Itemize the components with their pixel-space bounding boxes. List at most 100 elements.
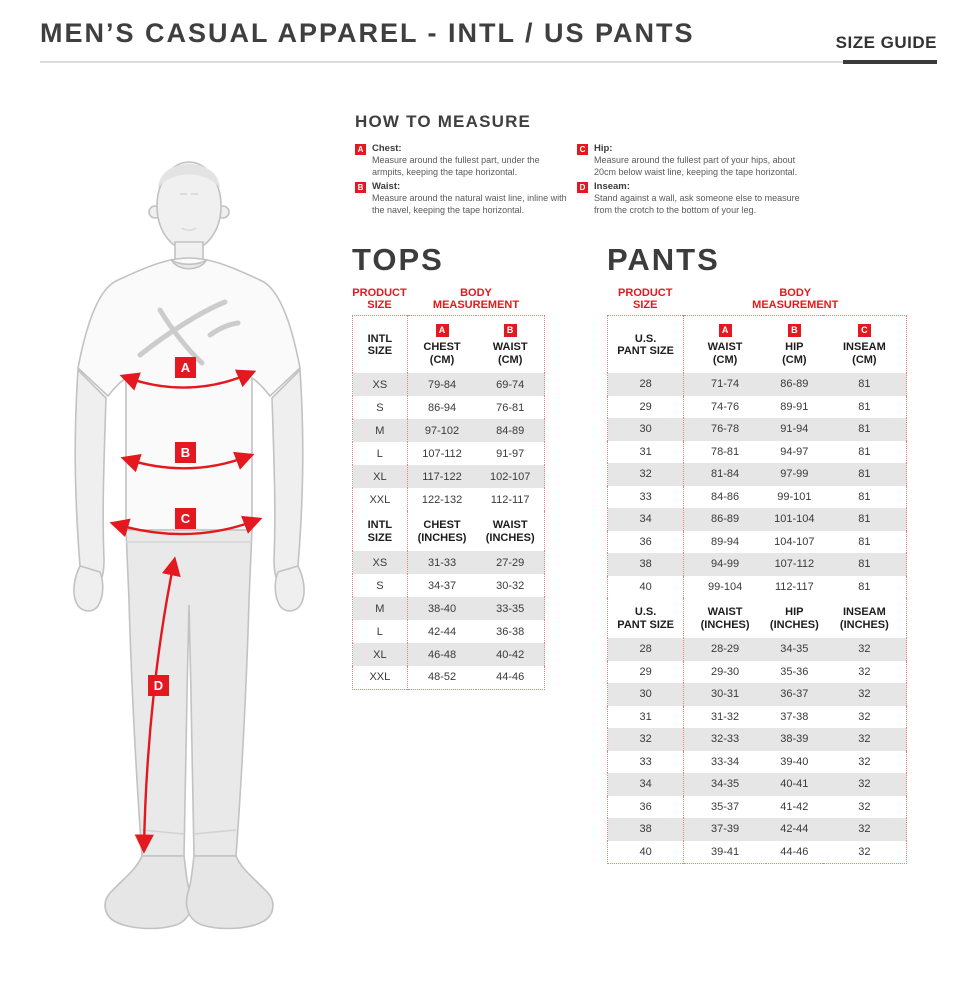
value-cell: 38-39 bbox=[765, 728, 823, 751]
table-row: S 86-94 76-81 bbox=[353, 396, 545, 419]
left-arm bbox=[74, 368, 107, 586]
column-header-label: HIP (INCHES) bbox=[769, 606, 819, 631]
size-cell: M bbox=[352, 419, 408, 442]
measure-badge-b-icon: B bbox=[503, 324, 517, 337]
pants-title: PANTS bbox=[607, 242, 720, 277]
table-row: 36 35-37 41-42 32 bbox=[608, 795, 907, 818]
value-cell: 29-30 bbox=[683, 660, 766, 683]
size-cell: 36 bbox=[639, 800, 652, 813]
table-row: 40 99-104 112-117 81 bbox=[608, 575, 907, 598]
value-cell: 79-84 bbox=[406, 373, 477, 396]
right-hand bbox=[274, 565, 305, 612]
column-header: INTL SIZE bbox=[353, 316, 408, 374]
value-cell: 76-78 bbox=[683, 418, 766, 441]
column-header: B HIP (CM) bbox=[766, 316, 823, 374]
value-cell: 81-84 bbox=[683, 463, 766, 486]
value-cell: 69-74 bbox=[476, 373, 545, 396]
svg-text:D: D bbox=[154, 678, 163, 693]
column-header: CHEST (INCHES) bbox=[406, 511, 477, 551]
size-cell: 28 bbox=[607, 638, 684, 661]
value-cell: 32 bbox=[822, 773, 907, 796]
value-cell: 112-117 bbox=[490, 493, 530, 506]
measurement-label-c: C bbox=[175, 508, 196, 529]
measure-instruction: D Inseam: Stand against a wall, ask some… bbox=[577, 181, 809, 216]
collar bbox=[170, 258, 208, 270]
value-cell: 32 bbox=[822, 683, 907, 706]
table-row: 31 78-81 94-97 81 bbox=[608, 440, 907, 463]
svg-text:C: C bbox=[181, 511, 191, 526]
value-cell: 78-81 bbox=[683, 440, 766, 463]
table-row: 36 89-94 104-107 81 bbox=[608, 530, 907, 553]
measure-badge-a-icon: A bbox=[718, 324, 732, 337]
value-cell: 35-37 bbox=[683, 795, 766, 818]
measure-text: Stand against a wall, ask someone else t… bbox=[594, 193, 800, 215]
how-to-measure-title: HOW TO MEASURE bbox=[355, 112, 532, 131]
value-cell: 44-46 bbox=[496, 671, 525, 684]
value-cell: 31-33 bbox=[406, 551, 477, 574]
value-cell: 46-48 bbox=[406, 643, 477, 666]
measure-badge-b-icon: B bbox=[787, 324, 801, 337]
value-cell: 31-32 bbox=[683, 705, 766, 728]
value-cell: 36-37 bbox=[765, 683, 823, 706]
value-cell: 40-42 bbox=[476, 643, 545, 666]
value-cell: 44-46 bbox=[780, 845, 809, 858]
value-cell: 81 bbox=[822, 463, 907, 486]
table-row: 33 84-86 99-101 81 bbox=[608, 485, 907, 508]
measurement-label-a: A bbox=[175, 357, 196, 378]
size-cell: S bbox=[376, 579, 384, 592]
value-cell: 37-39 bbox=[683, 818, 766, 841]
value-cell: 112-117 bbox=[774, 580, 814, 593]
column-header: U.S. PANT SIZE bbox=[608, 316, 684, 374]
measure-instruction: A Chest: Measure around the fullest part… bbox=[355, 143, 567, 178]
value-cell: 38-40 bbox=[406, 597, 477, 620]
how-to-measure-column-2: C Hip: Measure around the fullest part o… bbox=[577, 143, 809, 219]
column-header: HIP (INCHES) bbox=[766, 598, 823, 638]
value-cell: 97-99 bbox=[765, 463, 823, 486]
value-cell: 32 bbox=[822, 818, 907, 841]
tops-title: TOPS bbox=[352, 242, 444, 277]
table-row: 30 30-31 36-37 32 bbox=[607, 683, 907, 706]
left-shoe bbox=[104, 855, 193, 930]
value-cell: 81 bbox=[858, 445, 871, 458]
right-shoe bbox=[185, 855, 274, 930]
measurement-arrow-waist bbox=[120, 451, 255, 473]
value-cell: 32 bbox=[858, 755, 871, 768]
value-cell: 37-38 bbox=[780, 710, 809, 723]
measure-text: Measure around the fullest part, under t… bbox=[372, 155, 540, 177]
measurement-label-b: B bbox=[175, 442, 196, 463]
measure-text: Measure around the natural waist line, i… bbox=[372, 193, 567, 215]
size-cell: 29 bbox=[639, 400, 652, 413]
size-cell: XXL bbox=[369, 671, 391, 684]
column-header-label: CHEST (CM) bbox=[423, 341, 461, 366]
size-cell: 38 bbox=[607, 818, 684, 841]
value-cell: 48-52 bbox=[406, 666, 477, 689]
value-cell: 40-41 bbox=[765, 773, 823, 796]
size-cell: XL bbox=[352, 465, 408, 488]
table-row: 34 34-35 40-41 32 bbox=[607, 773, 907, 796]
value-cell: 117-122 bbox=[406, 465, 477, 488]
hair bbox=[158, 164, 220, 188]
table-row: L 107-112 91-97 bbox=[353, 442, 545, 465]
value-cell: 84-89 bbox=[476, 419, 545, 442]
column-header-label: WAIST (INCHES) bbox=[485, 519, 535, 544]
how-to-measure-column-1: A Chest: Measure around the fullest part… bbox=[355, 143, 567, 219]
value-cell: 101-104 bbox=[765, 508, 823, 531]
value-cell: 33-34 bbox=[683, 750, 766, 773]
value-cell: 104-107 bbox=[774, 535, 815, 548]
size-guide-underline bbox=[843, 60, 937, 64]
size-cell: 36 bbox=[639, 535, 652, 548]
measurement-arrow-chest bbox=[119, 369, 257, 391]
header-row: U.S. PANT SIZE A WAIST (CM) B HIP (CM) C INSEA… bbox=[608, 315, 907, 374]
value-cell: 81 bbox=[822, 508, 907, 531]
size-cell: 30 bbox=[607, 418, 684, 441]
size-cell: XL bbox=[352, 643, 408, 666]
table-row: 40 39-41 44-46 32 bbox=[608, 840, 907, 863]
size-cell: M bbox=[352, 597, 408, 620]
value-cell: 42-44 bbox=[406, 620, 477, 643]
table-row: M 38-40 33-35 bbox=[352, 597, 545, 620]
value-cell: 39-40 bbox=[780, 755, 809, 768]
table-row: 32 32-33 38-39 32 bbox=[607, 728, 907, 751]
value-cell: 89-91 bbox=[780, 400, 809, 413]
value-cell: 81 bbox=[822, 373, 907, 396]
value-cell: 34-37 bbox=[406, 574, 477, 597]
